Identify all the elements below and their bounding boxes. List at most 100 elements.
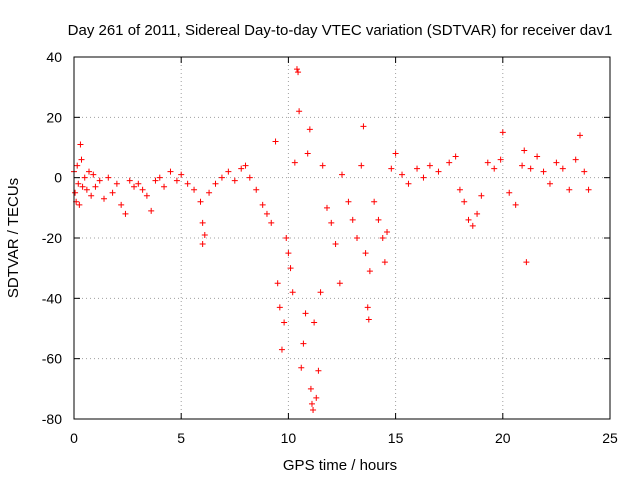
data-point [446, 159, 453, 166]
data-point [76, 201, 83, 208]
data-point [218, 174, 225, 181]
data-point [81, 174, 88, 181]
data-point [278, 346, 285, 353]
data-point [546, 180, 553, 187]
data-point [553, 159, 560, 166]
data-point [534, 153, 541, 160]
data-point [435, 168, 442, 175]
data-point [283, 235, 290, 241]
data-point [101, 195, 108, 202]
data-point [349, 216, 356, 223]
y-tick-label: -40 [42, 290, 62, 306]
data-point [296, 108, 303, 115]
data-point [461, 198, 468, 205]
data-point [86, 168, 93, 175]
data-point [332, 241, 339, 248]
x-tick-label: 0 [70, 430, 78, 446]
data-point [92, 183, 99, 190]
data-point [96, 177, 103, 184]
data-point [371, 198, 378, 205]
data-point [184, 180, 191, 187]
data-point [392, 150, 399, 157]
data-point [131, 183, 138, 190]
data-point [143, 192, 150, 199]
data-point [328, 219, 335, 226]
data-point [308, 400, 315, 407]
data-point [167, 168, 174, 175]
data-point [576, 132, 583, 139]
data-point [135, 180, 142, 187]
data-point [585, 186, 592, 193]
data-point [109, 189, 116, 196]
data-point [360, 123, 367, 130]
data-point [238, 165, 245, 172]
data-point [274, 280, 281, 287]
data-point [581, 168, 588, 175]
data-point [253, 186, 260, 193]
data-point [139, 186, 146, 193]
chart-title: Day 261 of 2011, Sidereal Day-to-day VTE… [68, 22, 613, 39]
y-tick-label: -60 [42, 351, 62, 367]
data-point [161, 183, 168, 190]
data-point [83, 186, 90, 193]
data-point [201, 231, 208, 238]
axis-ticks [73, 56, 611, 420]
data-point [559, 165, 566, 172]
data-point [399, 171, 406, 178]
data-point [259, 201, 266, 208]
data-point [298, 364, 305, 371]
grid [74, 57, 610, 419]
data-point [199, 241, 206, 248]
data-point [79, 183, 86, 190]
data-point [381, 259, 388, 266]
data-point [311, 319, 318, 326]
data-point [77, 141, 84, 148]
data-point [456, 186, 463, 193]
data-point [90, 171, 97, 178]
data-point [231, 177, 238, 184]
y-axis-title: SDTVAR / TECUs [5, 178, 22, 298]
tick-labels: 0 5 10 15 20 25 -80 -60 -40 -20 0 20 40 [42, 49, 618, 446]
data-point [572, 156, 579, 163]
x-tick-label: 20 [495, 430, 511, 446]
data-point [302, 310, 309, 317]
data-point [173, 177, 180, 184]
data-point [156, 174, 163, 181]
data-point [300, 340, 307, 347]
data-point [242, 162, 249, 169]
data-point [452, 153, 459, 160]
x-axis-title: GPS time / hours [283, 457, 397, 474]
data-point [126, 177, 133, 184]
data-point [122, 210, 129, 217]
data-point [469, 222, 476, 229]
data-point [148, 207, 155, 214]
y-tick-label: 40 [46, 49, 62, 65]
data-point [88, 192, 95, 199]
data-point [178, 171, 185, 178]
y-tick-label: -80 [42, 411, 62, 427]
data-point [388, 165, 395, 172]
data-point [74, 162, 81, 169]
x-tick-label: 15 [388, 430, 404, 446]
data-point [268, 219, 275, 226]
data-point [212, 180, 219, 187]
data-point [319, 162, 326, 169]
data-point [118, 201, 125, 208]
data-point [527, 165, 534, 172]
data-point [304, 150, 311, 157]
data-point [499, 129, 506, 136]
data-point [365, 316, 372, 323]
data-point [405, 180, 412, 187]
data-point [113, 180, 120, 187]
data-point [75, 180, 82, 187]
data-point [293, 66, 300, 73]
data-point [354, 235, 361, 241]
data-point [375, 216, 382, 223]
data-point [358, 162, 365, 169]
data-point [197, 198, 204, 205]
data-point [323, 204, 330, 211]
data-point [263, 210, 270, 217]
data-point [362, 250, 369, 257]
data-point [291, 159, 298, 166]
